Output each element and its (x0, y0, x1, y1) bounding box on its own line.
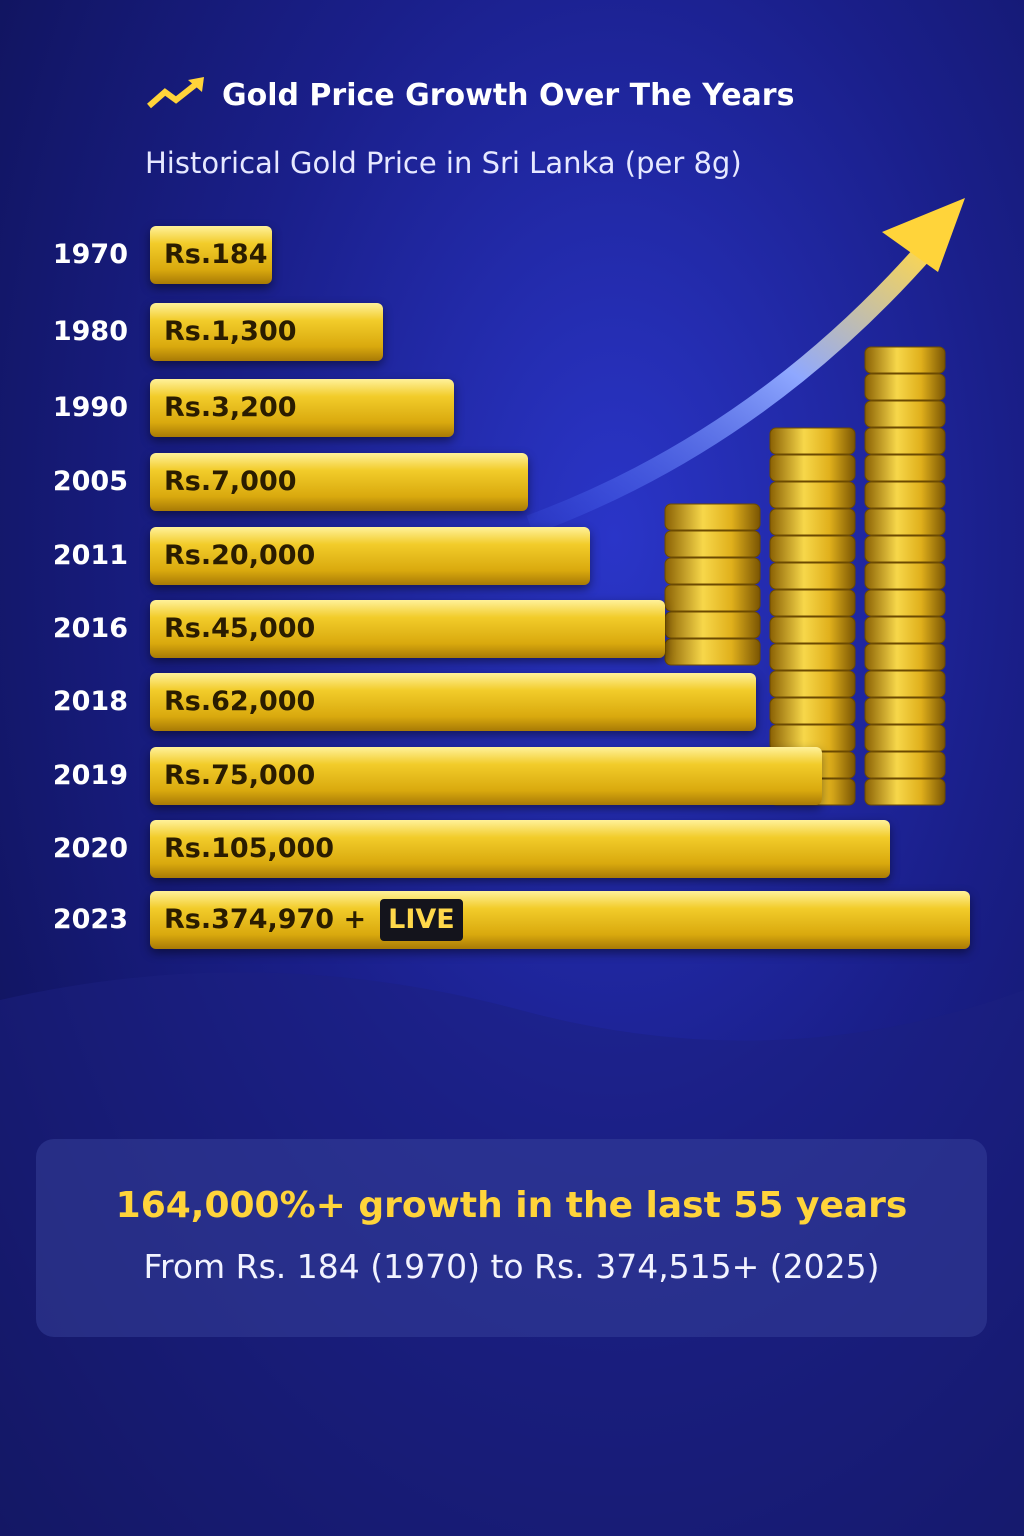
price-label: Rs.1,300 (164, 303, 297, 361)
coin (864, 481, 946, 509)
summary-headline: 164,000%+ growth in the last 55 years (115, 1185, 908, 1226)
wave (0, 972, 1024, 1536)
coin (769, 589, 856, 617)
year-label: 1990 (52, 392, 128, 423)
summary-detail: From Rs. 184 (1970) to Rs. 374,515+ (202… (143, 1247, 880, 1286)
gold-bar: Rs.7,000 (150, 453, 528, 511)
coin (769, 562, 856, 590)
coin (769, 535, 856, 563)
coin (769, 481, 856, 509)
year-label: 2005 (52, 466, 128, 497)
coin (769, 508, 856, 536)
coin (864, 427, 946, 455)
coin (864, 535, 946, 563)
coin (664, 557, 761, 585)
year-label: 2023 (52, 904, 128, 935)
price-label: Rs.62,000 (164, 673, 315, 731)
coin (664, 530, 761, 558)
price-label: Rs.7,000 (164, 453, 297, 511)
year-label: 2020 (52, 833, 128, 864)
price-text: Rs.75,000 (164, 760, 316, 791)
gold-bar: Rs.45,000 (150, 600, 665, 658)
gold-bar: Rs.20,000 (150, 527, 590, 585)
coin (664, 503, 761, 531)
year-label: 1980 (52, 316, 128, 347)
coin (864, 562, 946, 590)
year-label: 2016 (52, 613, 128, 644)
price-label: Rs.20,000 (164, 527, 315, 585)
gold-bar: Rs.184 (150, 226, 272, 284)
year-label: 2019 (52, 760, 128, 791)
gold-bar: Rs.62,000 (150, 673, 756, 731)
coin (864, 373, 946, 401)
trend-arrow (526, 238, 938, 535)
subtitle: Historical Gold Price in Sri Lanka (per … (145, 146, 742, 180)
price-text: Rs.3,200 (164, 392, 297, 423)
coin (769, 454, 856, 482)
price-label: Rs.3,200 (164, 379, 297, 437)
price-text: Rs.7,000 (164, 466, 297, 497)
coin (864, 400, 946, 428)
coin (864, 616, 946, 644)
coin (864, 751, 946, 779)
coin (664, 611, 761, 639)
price-text: Rs.20,000 (164, 540, 316, 571)
title: Gold Price Growth Over The Years (222, 78, 795, 113)
coin-stacks (664, 346, 946, 806)
gold-bar: Rs.1,300 (150, 303, 383, 361)
coin (864, 643, 946, 671)
price-label: Rs.75,000 (164, 747, 315, 805)
year-label: 2011 (52, 540, 128, 571)
coin (864, 589, 946, 617)
coin (864, 724, 946, 752)
year-label: 2018 (52, 686, 128, 717)
price-label: Rs.105,000 (164, 820, 334, 878)
gold-bar: Rs.374,970 + LIVE (150, 891, 970, 949)
title-icon-head (188, 77, 204, 92)
price-text: Rs.105,000 (164, 833, 335, 864)
coin (664, 638, 761, 666)
arrow-head (882, 198, 965, 272)
price-label: Rs.45,000 (164, 600, 315, 658)
year-label: 1970 (52, 239, 128, 270)
coin (864, 670, 946, 698)
coin (769, 697, 856, 725)
price-text: Rs.62,000 (164, 686, 316, 717)
coin (864, 346, 946, 374)
coin (864, 778, 946, 806)
price-text: Rs.45,000 (164, 613, 316, 644)
coin (864, 454, 946, 482)
title-icon (147, 78, 202, 109)
price-label: Rs.184 (164, 226, 267, 284)
summary-box: 164,000%+ growth in the last 55 years Fr… (36, 1139, 987, 1337)
coin (769, 670, 856, 698)
price-text: Rs.1,300 (164, 316, 297, 347)
coin (664, 584, 761, 612)
price-label: Rs.374,970 + LIVE (164, 891, 463, 949)
gold-bar: Rs.105,000 (150, 820, 890, 878)
gold-bar: Rs.3,200 (150, 379, 454, 437)
coin (864, 508, 946, 536)
price-text: Rs.184 (164, 239, 268, 270)
coin (769, 427, 856, 455)
gold-bar: Rs.75,000 (150, 747, 822, 805)
price-text: Rs.374,970 + (164, 904, 367, 935)
coin (769, 643, 856, 671)
coin (769, 616, 856, 644)
coin (864, 697, 946, 725)
live-badge: LIVE (380, 899, 463, 941)
